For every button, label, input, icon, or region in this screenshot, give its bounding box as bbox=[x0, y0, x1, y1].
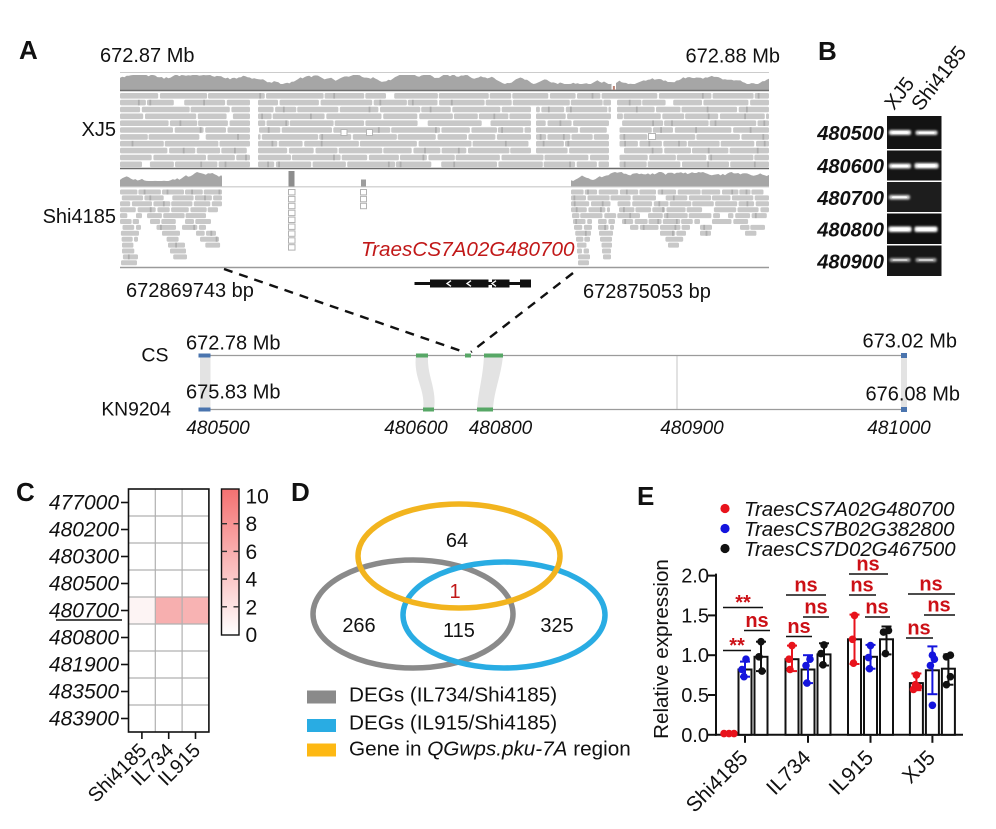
svg-text:675.83 Mb: 675.83 Mb bbox=[186, 382, 281, 404]
svg-text:TraesCS7B02G382800: TraesCS7B02G382800 bbox=[744, 519, 955, 541]
svg-text:480500: 480500 bbox=[816, 123, 884, 145]
svg-text:673.02 Mb: 673.02 Mb bbox=[862, 331, 957, 353]
svg-text:480200: 480200 bbox=[49, 519, 119, 542]
svg-text:ns: ns bbox=[787, 616, 810, 638]
svg-text:481900: 481900 bbox=[49, 654, 119, 677]
svg-text:480300: 480300 bbox=[49, 546, 119, 569]
svg-text:ns: ns bbox=[850, 575, 873, 597]
svg-text:ns: ns bbox=[907, 618, 930, 640]
svg-text:480700: 480700 bbox=[49, 600, 119, 623]
svg-text:2.0: 2.0 bbox=[681, 566, 709, 588]
svg-text:ns: ns bbox=[804, 597, 827, 619]
svg-text:480900: 480900 bbox=[816, 252, 884, 274]
svg-text:1.5: 1.5 bbox=[681, 605, 709, 627]
svg-text:480600: 480600 bbox=[816, 156, 884, 178]
svg-text:480800: 480800 bbox=[816, 220, 884, 242]
svg-text:676.08 Mb: 676.08 Mb bbox=[865, 384, 960, 406]
svg-text:6: 6 bbox=[246, 541, 258, 564]
svg-text:TraesCS7A02G480700: TraesCS7A02G480700 bbox=[744, 499, 955, 521]
svg-text:DEGs (IL915/Shi4185): DEGs (IL915/Shi4185) bbox=[349, 712, 557, 735]
svg-text:D: D bbox=[291, 477, 310, 507]
svg-text:8: 8 bbox=[246, 513, 258, 536]
svg-text:672.78 Mb: 672.78 Mb bbox=[186, 333, 281, 355]
svg-text:672.88 Mb: 672.88 Mb bbox=[685, 46, 780, 68]
svg-text:ns: ns bbox=[927, 595, 950, 617]
svg-text:ns: ns bbox=[745, 610, 768, 632]
svg-text:480500: 480500 bbox=[49, 573, 119, 596]
svg-text:E: E bbox=[637, 481, 654, 511]
svg-text:ns: ns bbox=[865, 597, 888, 619]
svg-text:483900: 483900 bbox=[49, 708, 119, 731]
svg-text:0.0: 0.0 bbox=[681, 725, 709, 747]
svg-text:Shi4185: Shi4185 bbox=[43, 206, 116, 228]
svg-text:672869743 bp: 672869743 bp bbox=[126, 280, 254, 302]
svg-text:TraesCS7A02G480700: TraesCS7A02G480700 bbox=[361, 238, 575, 261]
svg-text:477000: 477000 bbox=[49, 492, 119, 515]
svg-text:**: ** bbox=[729, 635, 745, 657]
svg-text:DEGs (IL734/Shi4185): DEGs (IL734/Shi4185) bbox=[349, 684, 557, 707]
svg-text:XJ5: XJ5 bbox=[82, 119, 116, 141]
svg-text:10: 10 bbox=[246, 486, 269, 509]
svg-text:A: A bbox=[19, 35, 38, 65]
svg-text:64: 64 bbox=[446, 530, 468, 552]
svg-text:**: ** bbox=[735, 592, 751, 614]
svg-text:C: C bbox=[16, 477, 35, 507]
svg-text:ns: ns bbox=[794, 575, 817, 597]
svg-text:ns: ns bbox=[919, 574, 942, 596]
svg-text:1: 1 bbox=[449, 581, 460, 603]
svg-text:266: 266 bbox=[342, 615, 375, 637]
svg-text:483500: 483500 bbox=[49, 681, 119, 704]
svg-text:480500: 480500 bbox=[186, 418, 250, 439]
svg-text:4: 4 bbox=[246, 569, 258, 592]
svg-text:TraesCS7D02G467500: TraesCS7D02G467500 bbox=[744, 539, 956, 561]
svg-text:2: 2 bbox=[246, 596, 258, 619]
svg-text:480800: 480800 bbox=[469, 418, 533, 439]
svg-text:B: B bbox=[818, 36, 837, 66]
svg-text:481000: 481000 bbox=[867, 418, 931, 439]
svg-text:325: 325 bbox=[540, 615, 573, 637]
svg-text:0: 0 bbox=[246, 624, 258, 647]
svg-text:115: 115 bbox=[443, 620, 475, 642]
svg-text:480900: 480900 bbox=[660, 418, 724, 439]
svg-text:KN9204: KN9204 bbox=[101, 400, 171, 421]
svg-text:480600: 480600 bbox=[384, 418, 448, 439]
svg-text:672.87 Mb: 672.87 Mb bbox=[100, 45, 195, 67]
svg-text:CS: CS bbox=[141, 345, 168, 367]
svg-text:480700: 480700 bbox=[816, 188, 884, 210]
svg-text:1.0: 1.0 bbox=[681, 645, 709, 667]
svg-text:ns: ns bbox=[856, 554, 879, 576]
svg-text:Gene in QGwps.pku-7A region: Gene in QGwps.pku-7A region bbox=[349, 738, 631, 761]
svg-text:672875053 bp: 672875053 bp bbox=[583, 281, 711, 303]
svg-text:Relative expression: Relative expression bbox=[650, 559, 673, 739]
svg-text:0.5: 0.5 bbox=[681, 685, 709, 707]
svg-text:480800: 480800 bbox=[49, 627, 119, 650]
